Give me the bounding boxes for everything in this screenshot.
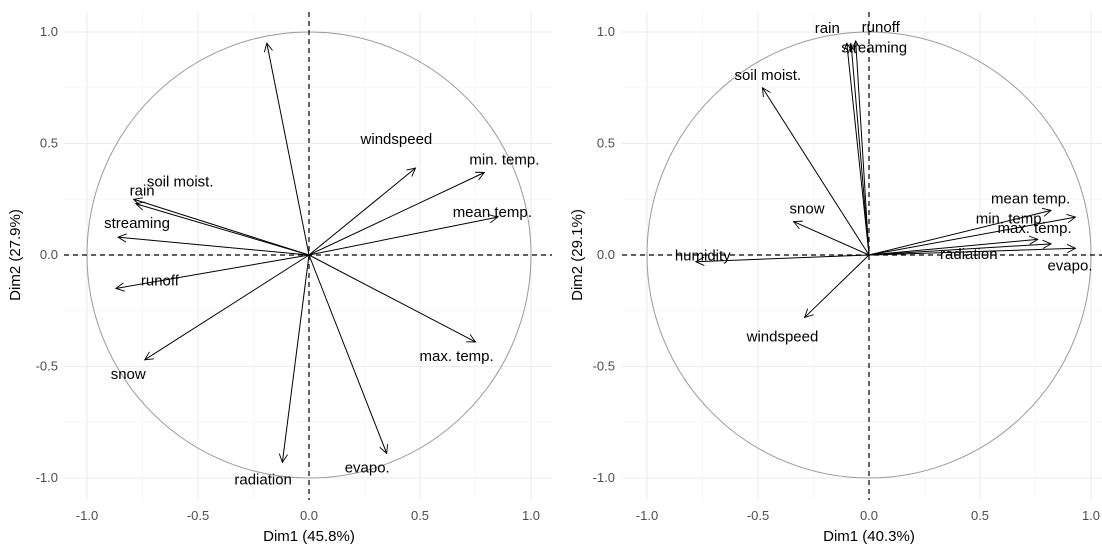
arrow-streaming <box>851 45 870 256</box>
variable-label-evapo: evapo. <box>1047 257 1092 274</box>
y-tick-label: 0.5 <box>597 136 615 151</box>
variable-label-min-temp: min. temp. <box>976 210 1046 227</box>
x-tick-label: 1.0 <box>1082 508 1100 523</box>
y-tick-label: -0.5 <box>593 359 615 374</box>
variable-label-max-temp: max. temp. <box>997 220 1071 237</box>
variable-label-humidity: humidity <box>675 248 731 265</box>
variable-label-radiation: radiation <box>940 246 998 263</box>
variable-label-windspeed: windspeed <box>360 131 433 148</box>
x-tick-label: -0.5 <box>187 508 209 523</box>
variable-label-soil-moist: soil moist. <box>734 67 801 84</box>
x-tick-label: -1.0 <box>636 508 658 523</box>
x-tick-label: -1.0 <box>76 508 98 523</box>
variable-label-snow: snow <box>111 366 146 383</box>
y-tick-label: 1.0 <box>597 24 615 39</box>
y-tick-label: 0.0 <box>597 247 615 262</box>
x-axis-title: Dim1 (45.8%) <box>263 528 355 545</box>
variable-label-rain: rain <box>815 20 840 37</box>
variable-label-min-temp: min. temp. <box>469 151 539 168</box>
y-tick-label: -1.0 <box>36 470 58 485</box>
arrow-radiation <box>282 254 310 462</box>
x-tick-label: 0.5 <box>971 508 989 523</box>
variable-label-mean-temp: mean temp. <box>453 204 532 221</box>
variable-label-streaming: streaming <box>104 215 170 232</box>
y-axis-title: Dim2 (27.9%) <box>7 209 24 301</box>
variable-label-radiation: radiation <box>234 471 292 488</box>
y-axis-title: Dim2 (29.1%) <box>569 209 586 301</box>
arrow-soil-moist <box>762 88 870 256</box>
arrow-humidity <box>267 43 310 256</box>
arrow-mean-temp <box>868 210 1051 256</box>
arrow-min-temp <box>868 239 1038 256</box>
variable-label-runoff: runoff <box>862 19 901 36</box>
arrow-mean-temp <box>308 217 498 256</box>
arrow-soil-moist <box>136 204 310 256</box>
arrow-rain <box>847 43 870 256</box>
arrow-max-temp <box>308 254 476 342</box>
chart-panel-2: rain runoff streaming soil moist. snow humidi… <box>569 12 1102 545</box>
variable-label-evapo: evapo. <box>345 459 390 476</box>
variable-label-soil-moist: soil moist. <box>147 174 214 191</box>
arrow-runoff <box>856 41 870 256</box>
arrow-snow <box>145 254 310 360</box>
variable-label-windspeed: windspeed <box>746 328 819 345</box>
arrow-runoff <box>116 254 310 288</box>
x-tick-label: 1.0 <box>522 508 540 523</box>
x-tick-label: 0.5 <box>411 508 429 523</box>
arrow-min-temp <box>308 172 484 256</box>
variable-label-rain: rain <box>130 182 155 199</box>
arrow-evapo <box>308 254 387 453</box>
arrow-streaming <box>118 237 310 256</box>
arrow-windspeed <box>308 168 416 256</box>
arrow-radiation <box>868 244 1051 256</box>
arrow-windspeed <box>805 254 870 317</box>
y-tick-label: 0.5 <box>40 136 58 151</box>
variable-label-max-temp: max. temp. <box>420 348 494 365</box>
y-tick-label: 1.0 <box>40 24 58 39</box>
y-tick-label: 0.0 <box>40 247 58 262</box>
variable-label-runoff: runoff <box>141 272 180 289</box>
x-tick-label: 0.0 <box>860 508 878 523</box>
x-tick-label: -0.5 <box>747 508 769 523</box>
x-axis-title: Dim1 (40.3%) <box>823 528 915 545</box>
variable-label-mean-temp: mean temp. <box>991 190 1070 207</box>
arrow-max-temp <box>868 217 1075 256</box>
arrow-evapo <box>868 248 1075 256</box>
y-tick-label: -0.5 <box>36 359 58 374</box>
arrow-snow <box>794 222 870 256</box>
variable-label-streaming: streaming <box>841 39 907 56</box>
arrow-rain <box>134 199 310 256</box>
arrow-humidity <box>696 254 870 262</box>
x-tick-label: 0.0 <box>300 508 318 523</box>
y-tick-label: -1.0 <box>593 470 615 485</box>
variable-label-snow: snow <box>790 201 825 218</box>
